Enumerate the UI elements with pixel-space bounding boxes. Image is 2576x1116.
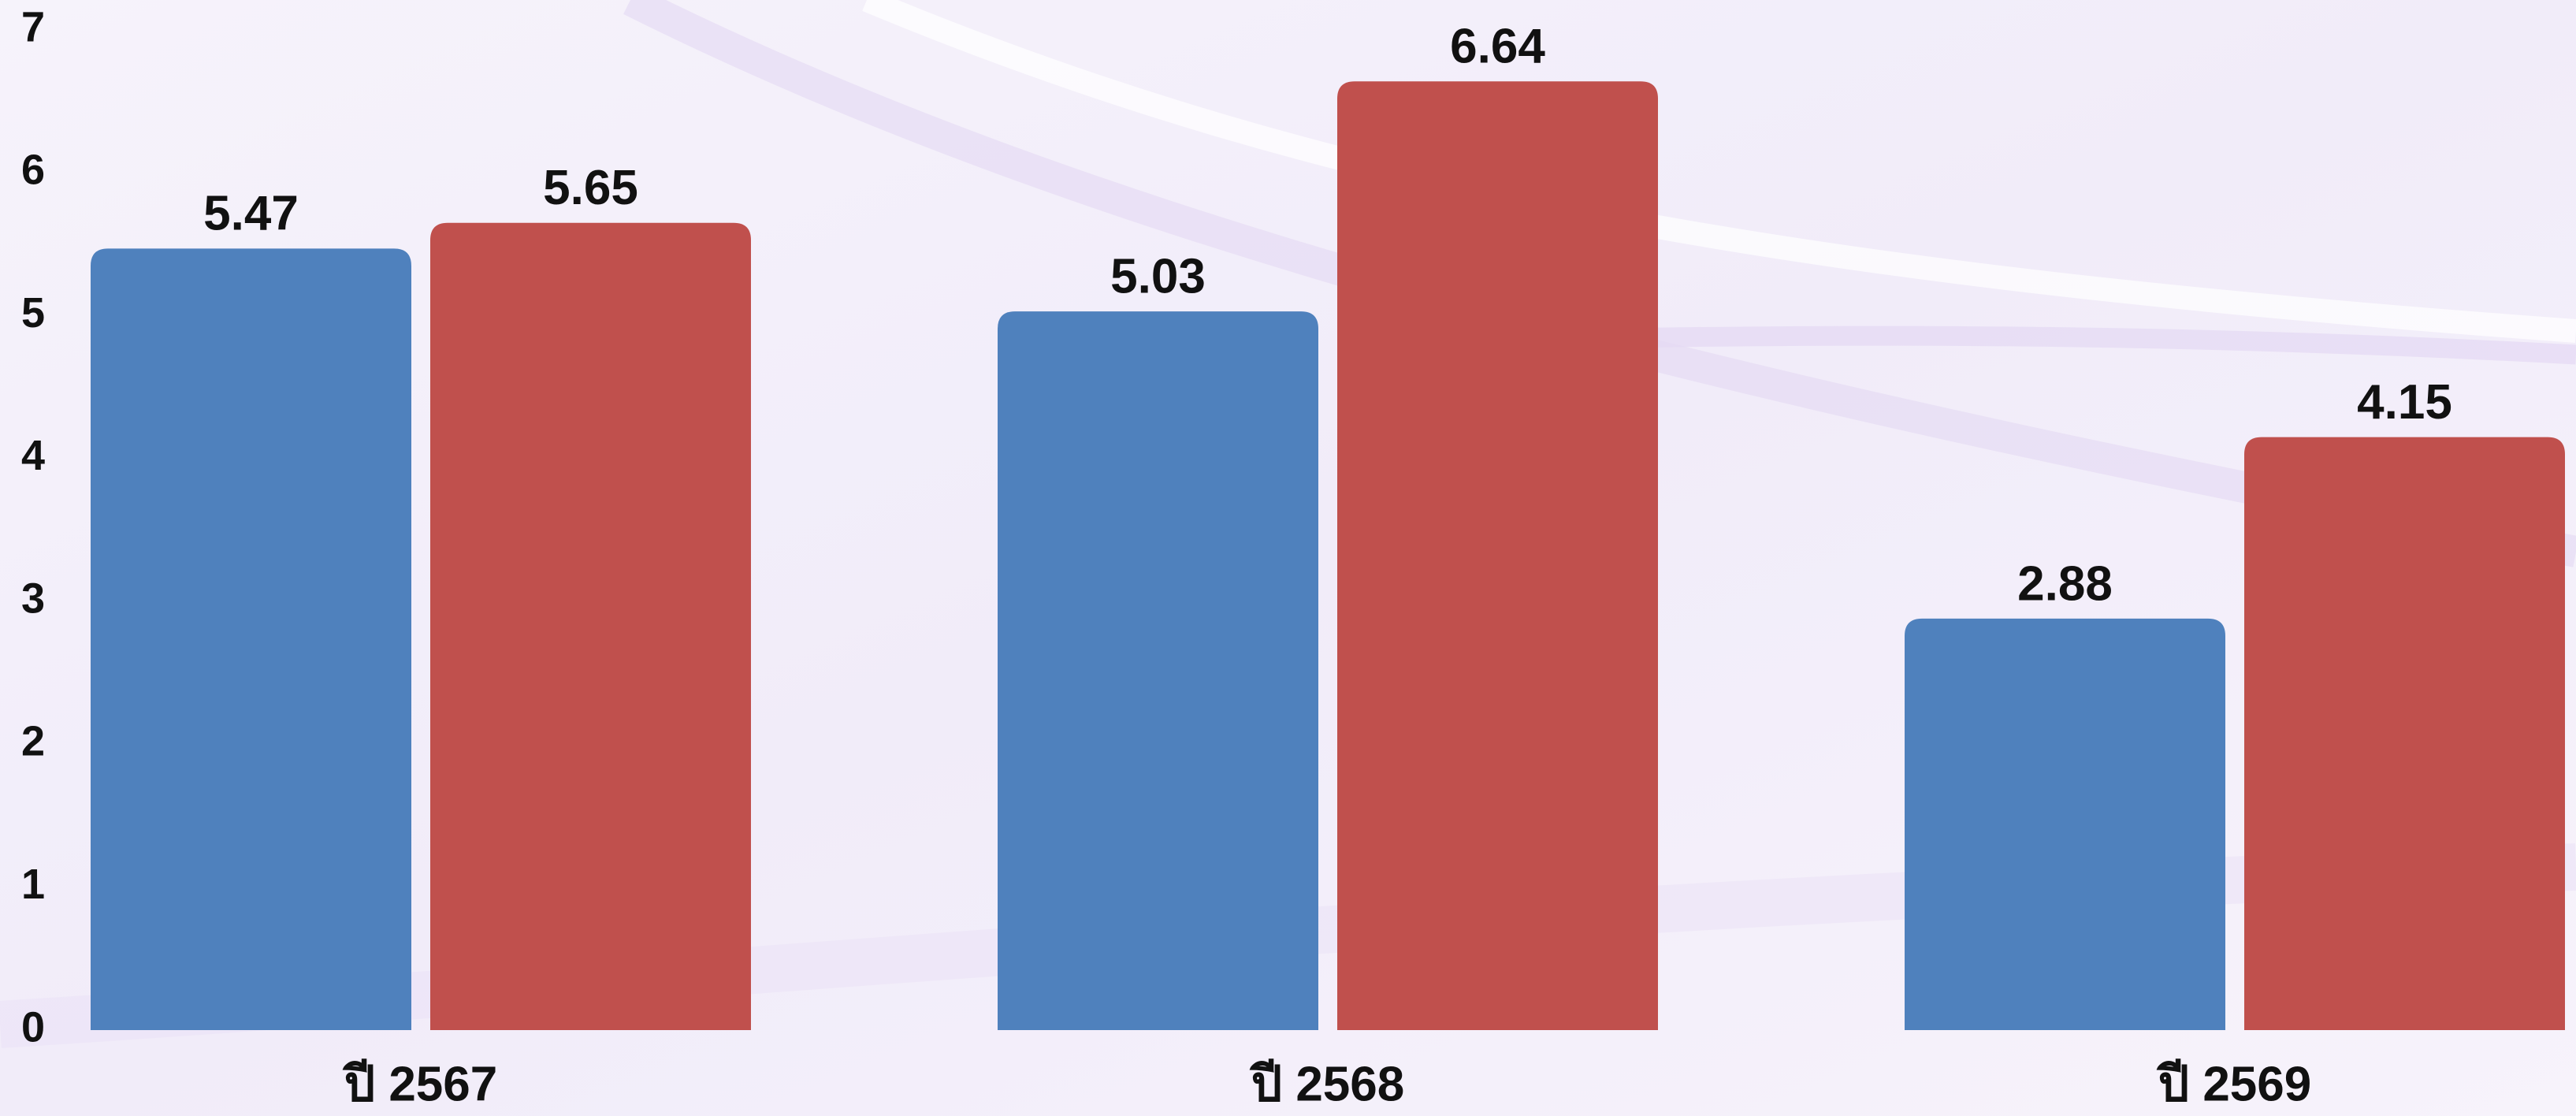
bar [998, 311, 1318, 1031]
bar [1337, 81, 1658, 1031]
y-tick-label: 7 [21, 3, 45, 50]
data-label: 5.65 [543, 161, 638, 215]
y-tick-label: 6 [21, 147, 45, 194]
data-label: 4.15 [2357, 375, 2452, 430]
data-label: 6.64 [1450, 20, 1545, 74]
y-tick-label: 2 [21, 718, 45, 765]
bar [1905, 618, 2225, 1030]
bar [430, 222, 751, 1030]
bar [2244, 437, 2565, 1030]
y-tick-label: 0 [21, 1003, 45, 1051]
y-tick-label: 5 [21, 289, 45, 337]
x-tick-label: ปี 2568 [1249, 1057, 1404, 1111]
background-swoosh [1575, 326, 2576, 365]
y-tick-label: 1 [21, 861, 45, 908]
x-tick-label: ปี 2569 [2156, 1057, 2311, 1111]
data-label: 2.88 [2017, 556, 2113, 611]
x-tick-label: ปี 2567 [342, 1057, 497, 1111]
bar [91, 248, 411, 1030]
data-label: 5.03 [1110, 250, 1206, 304]
y-tick-label: 4 [21, 432, 45, 479]
data-label: 5.47 [203, 187, 299, 241]
y-tick-label: 3 [21, 575, 45, 622]
